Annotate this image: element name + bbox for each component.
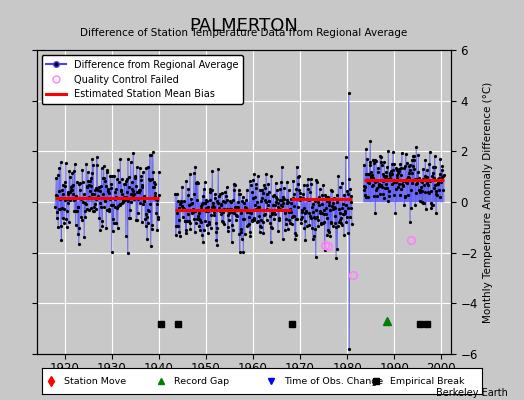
Legend: Difference from Regional Average, Quality Control Failed, Estimated Station Mean: Difference from Regional Average, Qualit…	[41, 55, 243, 104]
Y-axis label: Monthly Temperature Anomaly Difference (°C): Monthly Temperature Anomaly Difference (…	[483, 81, 493, 323]
Text: Empirical Break: Empirical Break	[390, 376, 464, 386]
Text: Record Gap: Record Gap	[174, 376, 229, 386]
Text: Time of Obs. Change: Time of Obs. Change	[284, 376, 383, 386]
Text: Station Move: Station Move	[64, 376, 126, 386]
Text: Difference of Station Temperature Data from Regional Average: Difference of Station Temperature Data f…	[80, 28, 407, 38]
Title: PALMERTON: PALMERTON	[189, 16, 298, 34]
Text: Berkeley Earth: Berkeley Earth	[436, 388, 508, 398]
